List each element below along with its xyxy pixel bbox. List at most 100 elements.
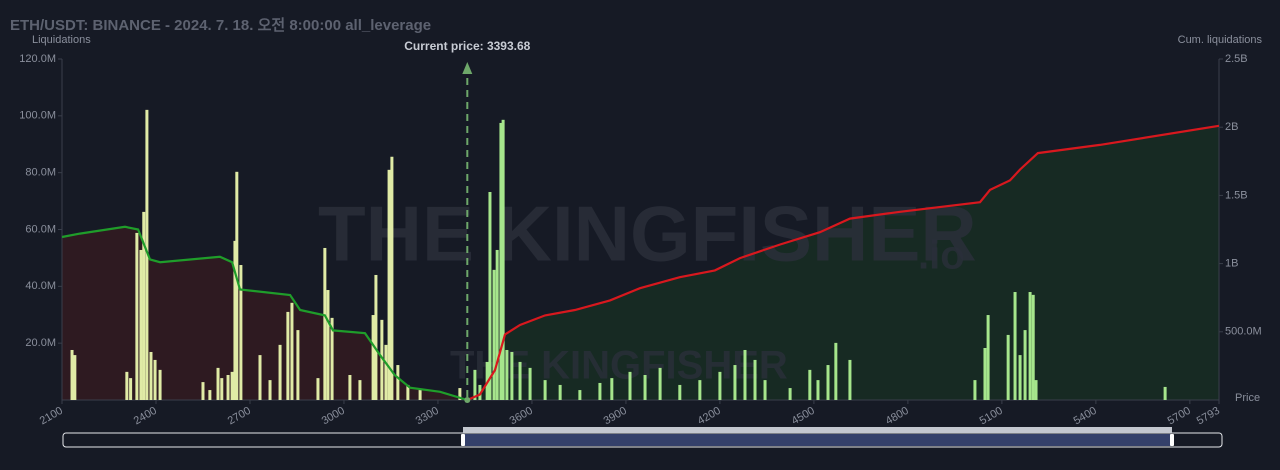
- y-tick-label: 60.0M: [25, 223, 56, 235]
- current-price-arrow: [462, 62, 473, 74]
- x-tick-label: 5700: [1166, 405, 1193, 428]
- bar: [418, 390, 422, 400]
- cumulative-area: [62, 226, 468, 400]
- x-tick-label: 3600: [508, 405, 535, 428]
- bar: [753, 359, 757, 400]
- bar: [788, 388, 792, 400]
- y-tick-label: 80.0M: [25, 167, 56, 179]
- bar: [135, 232, 139, 400]
- bar: [808, 369, 812, 400]
- bar: [290, 302, 294, 400]
- bar: [718, 371, 722, 400]
- bar: [826, 365, 830, 400]
- y2-tick-label: 500.0M: [1225, 326, 1262, 338]
- bar: [129, 378, 133, 400]
- bar: [323, 247, 327, 400]
- bar: [1163, 386, 1167, 400]
- bar: [743, 349, 747, 400]
- bar: [1013, 292, 1017, 400]
- bar: [216, 367, 220, 400]
- bar: [371, 315, 375, 400]
- bar: [510, 351, 514, 400]
- bar: [326, 290, 330, 400]
- bar: [286, 311, 290, 400]
- chart-title: ETH/USDT: BINANCE - 2024. 7. 18. 오전 8:00…: [10, 17, 431, 34]
- y2-axis-title: Cum. liquidations: [1178, 34, 1263, 46]
- y-tick-label: 40.0M: [25, 280, 56, 292]
- bar: [598, 382, 602, 400]
- bar: [390, 156, 394, 400]
- x-axis-title: Price: [1235, 392, 1260, 404]
- bar: [374, 274, 378, 400]
- bar: [578, 390, 582, 400]
- bar: [528, 367, 532, 400]
- bar: [208, 390, 212, 400]
- bar: [230, 371, 234, 400]
- slider-handle-right[interactable]: [1170, 434, 1174, 446]
- bar: [396, 365, 400, 400]
- bar: [1018, 355, 1022, 400]
- bar: [406, 384, 410, 400]
- y2-tick-label: 1B: [1225, 258, 1238, 270]
- bar: [986, 315, 990, 400]
- watermark: THE KINGFISHER: [318, 190, 977, 278]
- slider-selection[interactable]: [463, 434, 1172, 446]
- x-tick-label: 4500: [790, 405, 817, 428]
- bar: [983, 347, 987, 400]
- bar: [834, 342, 838, 400]
- y-tick-label: 120.0M: [19, 53, 56, 65]
- bar: [316, 378, 320, 400]
- bar: [278, 344, 282, 400]
- bar: [816, 380, 820, 400]
- bar: [643, 374, 647, 400]
- bar: [73, 355, 77, 400]
- y-axis-title: Liquidations: [32, 34, 91, 46]
- y2-tick-label: 2.5B: [1225, 53, 1248, 65]
- slider-handle-left[interactable]: [461, 434, 465, 446]
- bar: [501, 119, 505, 400]
- bar: [380, 319, 384, 400]
- bar: [518, 361, 522, 400]
- bar: [658, 367, 662, 400]
- x-tick-label: 5793: [1195, 405, 1222, 428]
- current-price-dot: [464, 397, 471, 403]
- bar: [384, 344, 388, 400]
- bar: [145, 109, 149, 400]
- watermark-suffix: .io: [918, 234, 965, 278]
- annotation: Current price: 3393.68: [404, 39, 530, 53]
- y2-tick-label: 2B: [1225, 121, 1238, 133]
- bar: [495, 249, 499, 400]
- cumulative-line: [61, 225, 468, 402]
- range-slider[interactable]: [62, 427, 1223, 448]
- x-tick-label: 5400: [1072, 405, 1099, 428]
- x-tick-label: 2100: [38, 405, 65, 428]
- bar: [698, 380, 702, 400]
- y-tick-label: 20.0M: [25, 337, 56, 349]
- bar: [973, 380, 977, 400]
- bar: [258, 355, 262, 400]
- bar: [1023, 330, 1027, 400]
- bar: [296, 330, 300, 400]
- bar: [1028, 292, 1032, 400]
- bar: [678, 384, 682, 400]
- bar: [1034, 380, 1038, 400]
- bar: [1006, 334, 1010, 400]
- slider-bar[interactable]: [463, 427, 1172, 433]
- bar: [233, 240, 237, 400]
- bar: [239, 265, 243, 400]
- bar: [201, 382, 205, 400]
- bar: [848, 359, 852, 400]
- x-tick-label: 4200: [696, 405, 723, 428]
- bar: [1031, 294, 1035, 400]
- bar: [235, 171, 239, 400]
- bar: [358, 380, 362, 400]
- bar: [473, 369, 477, 400]
- bar: [558, 384, 562, 400]
- bar: [142, 211, 146, 400]
- x-tick-label: 2400: [132, 405, 159, 428]
- bar: [220, 378, 224, 400]
- cumulative-line: [466, 124, 1220, 402]
- bar: [505, 349, 509, 400]
- bar: [268, 380, 272, 400]
